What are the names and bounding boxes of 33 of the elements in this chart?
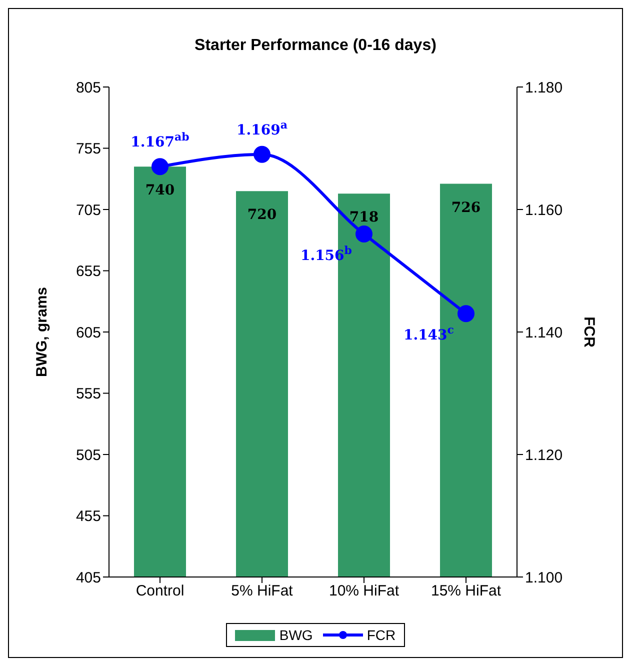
point xyxy=(152,158,168,176)
data-label: 720 xyxy=(247,207,277,224)
y2-tick-label: 1.120 xyxy=(525,446,563,464)
y2-tick-label: 1.140 xyxy=(525,324,563,342)
data-label: 718 xyxy=(349,210,379,226)
y-tick-label: 455 xyxy=(76,508,101,526)
y-tick-label: 655 xyxy=(76,263,101,280)
legend-label: FCR xyxy=(366,627,396,643)
legend-label: BWG xyxy=(278,627,313,643)
y-tick-label: 705 xyxy=(76,202,101,219)
y2-tick-label: 1.160 xyxy=(525,202,563,219)
point xyxy=(458,305,474,322)
point xyxy=(356,226,372,242)
y-tick-label: 405 xyxy=(76,569,101,586)
chart-title: Starter Performance (0-16 days) xyxy=(194,37,438,56)
y-axis-title: BWG, grams xyxy=(33,286,50,378)
y2-tick-label: 1.100 xyxy=(525,569,563,586)
y-tick-label: 805 xyxy=(76,79,101,96)
y-tick-label: 555 xyxy=(76,386,101,403)
y2-axis-title: FCR xyxy=(580,316,598,348)
y-tick-label: 505 xyxy=(76,446,101,464)
y-tick-label: 605 xyxy=(76,324,101,342)
data-label: 1.167$^{ab}$ xyxy=(130,130,190,151)
data-label: 1.169$^{a}$ xyxy=(236,118,288,138)
point xyxy=(254,146,270,163)
x-tick-label: 10% HiFat xyxy=(328,582,400,600)
x-tick-label: 5% HiFat xyxy=(231,582,294,600)
data-label: 726 xyxy=(451,200,481,216)
x-tick-label: 15% HiFat xyxy=(430,582,502,600)
y2-tick-label: 1.180 xyxy=(525,79,563,96)
data-label: 740 xyxy=(145,182,175,199)
x-tick-label: Control xyxy=(136,582,184,600)
y-tick-label: 755 xyxy=(76,140,101,158)
